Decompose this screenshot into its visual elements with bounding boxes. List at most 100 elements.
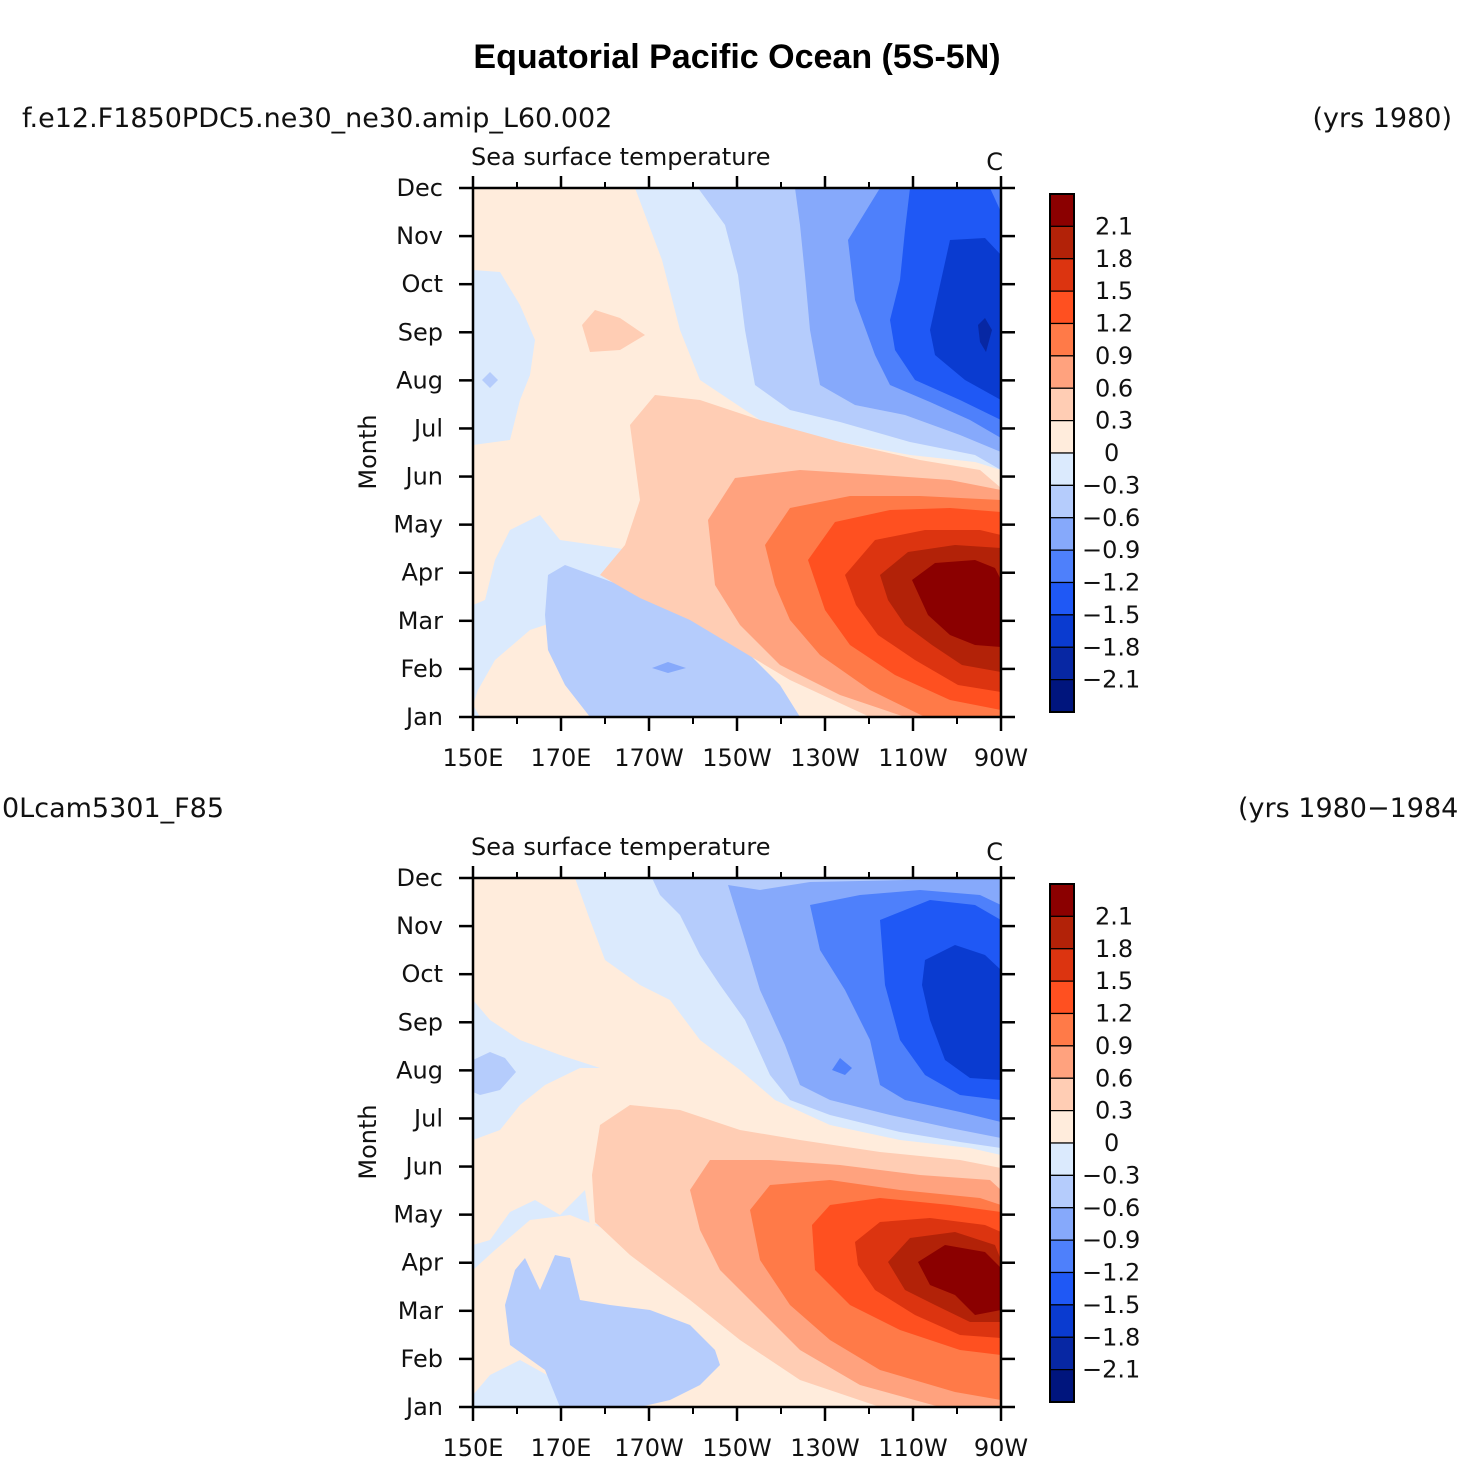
y-axis-ticks: Jan Feb Mar Apr May Jun Jul Aug Sep Oct Nov Dec xyxy=(393,864,1015,1421)
plot-title: Sea surface temperature xyxy=(471,833,771,861)
contour-spot xyxy=(832,1058,852,1075)
y-tick-label: Jul xyxy=(412,414,443,442)
y-axis-label: Month xyxy=(354,414,382,489)
colorbar-label: 0.9 xyxy=(1095,1032,1133,1060)
panel-2: 0Lcam5301_F85 (yrs 1980−1984 Sea surface… xyxy=(2,793,1458,1462)
y-tick-label: Sep xyxy=(398,1008,443,1036)
colorbar-swatch xyxy=(1049,193,1075,227)
colorbar-swatch xyxy=(1049,1077,1075,1112)
x-tick-label: 130W xyxy=(790,1434,860,1462)
colorbar-label: −1.8 xyxy=(1082,1323,1140,1351)
colorbar: 2.1 1.8 1.5 1.2 0.9 0.6 0.3 0 −0.3 −0.6 −0.9 −1.2 −1… xyxy=(1049,883,1140,1403)
colorbar-swatch xyxy=(1049,420,1075,454)
case-label: f.e12.F1850PDC5.ne30_ne30.amip_L60.002 xyxy=(22,103,612,134)
x-tick-label: 90W xyxy=(974,1434,1028,1462)
colorbar-label: 1.8 xyxy=(1095,935,1133,963)
contour-band-7 xyxy=(918,1245,1001,1315)
colorbar-swatch xyxy=(1049,225,1075,260)
colorbar-swatch xyxy=(1049,948,1075,982)
x-tick-label: 110W xyxy=(878,744,948,772)
contour-band-m1a xyxy=(545,565,800,717)
y-tick-label: Nov xyxy=(396,222,443,250)
colorbar-swatch xyxy=(1049,355,1075,389)
y-tick-label: Jan xyxy=(404,1393,443,1421)
y-tick-label: Apr xyxy=(401,1249,443,1277)
colorbar-swatch xyxy=(1049,1012,1075,1047)
panel-1: f.e12.F1850PDC5.ne30_ne30.amip_L60.002 (… xyxy=(22,103,1452,772)
colorbar-label: 0.6 xyxy=(1095,374,1133,402)
y-tick-label: Jan xyxy=(404,703,443,731)
x-tick-label: 150E xyxy=(443,1434,504,1462)
years-label: (yrs 1980) xyxy=(1312,103,1452,134)
colorbar-swatch xyxy=(1049,452,1075,486)
units-label: C xyxy=(986,838,1003,866)
plot-title: Sea surface temperature xyxy=(471,143,771,171)
colorbar-swatch xyxy=(1049,322,1075,357)
colorbar-swatch xyxy=(1049,1142,1075,1176)
x-tick-label: 170E xyxy=(531,744,592,772)
y-axis-label: Month xyxy=(354,1104,382,1179)
x-tick-label: 110W xyxy=(878,1434,948,1462)
x-tick-label: 150W xyxy=(702,744,772,772)
colorbar-label: −1.5 xyxy=(1082,601,1140,629)
contour-core-min xyxy=(978,318,992,352)
contour-field xyxy=(473,188,1001,717)
x-tick-label: 150W xyxy=(702,1434,772,1462)
colorbar-label: −1.2 xyxy=(1082,1259,1140,1287)
contour-band-m1a xyxy=(505,1255,720,1407)
colorbar-label: −0.3 xyxy=(1082,471,1140,499)
y-tick-label: Feb xyxy=(401,1345,444,1373)
colorbar-swatch xyxy=(1049,549,1075,584)
colorbar-swatch xyxy=(1049,1304,1075,1338)
colorbar-swatch xyxy=(1049,387,1075,422)
y-tick-label: Jun xyxy=(404,463,444,491)
years-label: (yrs 1980−1984 xyxy=(1238,793,1458,824)
x-axis-ticks: 150E 170E 170W 150W 130W 110W 90W xyxy=(443,866,1028,1462)
colorbar-label: −0.9 xyxy=(1082,1226,1140,1254)
colorbar-label: −1.5 xyxy=(1082,1291,1140,1319)
colorbar-label: −0.6 xyxy=(1082,1194,1140,1222)
contour-field xyxy=(473,878,1001,1407)
colorbar-swatch xyxy=(1049,1369,1075,1403)
colorbar-swatch xyxy=(1049,290,1075,325)
x-tick-label: 150E xyxy=(443,744,504,772)
y-tick-label: Apr xyxy=(401,559,443,587)
y-tick-label: Nov xyxy=(396,912,443,940)
y-tick-label: Jun xyxy=(404,1153,444,1181)
contour-spot xyxy=(652,662,686,673)
y-tick-label: Dec xyxy=(397,864,443,892)
contour-band-m5 xyxy=(922,945,1001,1080)
colorbar-swatch xyxy=(1049,1207,1075,1241)
y-tick-label: Aug xyxy=(396,1056,443,1084)
colorbar-label: 1.5 xyxy=(1095,967,1133,995)
colorbar-swatch xyxy=(1049,915,1075,950)
colorbar: 2.1 1.8 1.5 1.2 0.9 0.6 0.3 0 −0.3 −0.6 −0.9 −1.2 −1… xyxy=(1049,193,1140,713)
contour-band-7 xyxy=(912,560,1001,647)
colorbar-label: 2.1 xyxy=(1095,212,1133,240)
colorbar-label: 2.1 xyxy=(1095,902,1133,930)
y-axis-ticks: Jan Feb Mar Apr May Jun Jul Aug Sep Oct Nov Dec xyxy=(393,174,1015,731)
colorbar-label: 1.2 xyxy=(1095,310,1133,338)
colorbar-swatch xyxy=(1049,581,1075,616)
colorbar-label: −2.1 xyxy=(1082,666,1140,694)
colorbar-label: −1.2 xyxy=(1082,569,1140,597)
y-tick-label: Sep xyxy=(398,318,443,346)
colorbar-swatch xyxy=(1049,1336,1075,1371)
colorbar-label: 0.9 xyxy=(1095,342,1133,370)
colorbar-swatch xyxy=(1049,1239,1075,1274)
colorbar-label: −0.9 xyxy=(1082,536,1140,564)
contour-spot xyxy=(473,1052,516,1095)
y-tick-label: Mar xyxy=(398,607,443,635)
colorbar-swatch xyxy=(1049,258,1075,292)
colorbar-label: 1.2 xyxy=(1095,1000,1133,1028)
colorbar-label: −2.1 xyxy=(1082,1356,1140,1384)
colorbar-label: 0 xyxy=(1104,439,1119,467)
colorbar-label: 0 xyxy=(1104,1129,1119,1157)
x-tick-label: 90W xyxy=(974,744,1028,772)
y-tick-label: Oct xyxy=(402,960,444,988)
colorbar-swatch xyxy=(1049,883,1075,917)
case-label: 0Lcam5301_F85 xyxy=(2,793,224,824)
y-tick-label: May xyxy=(393,1201,443,1229)
x-tick-label: 170W xyxy=(614,744,684,772)
